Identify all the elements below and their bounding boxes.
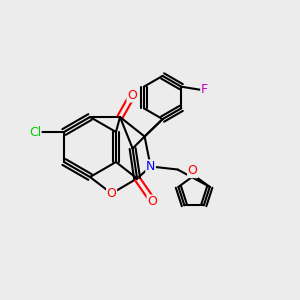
Text: N: N: [146, 160, 155, 173]
Text: O: O: [127, 89, 137, 102]
Text: O: O: [147, 195, 157, 208]
Text: Cl: Cl: [29, 125, 41, 139]
Text: F: F: [201, 83, 208, 96]
Text: O: O: [188, 164, 197, 178]
Text: O: O: [107, 187, 116, 200]
